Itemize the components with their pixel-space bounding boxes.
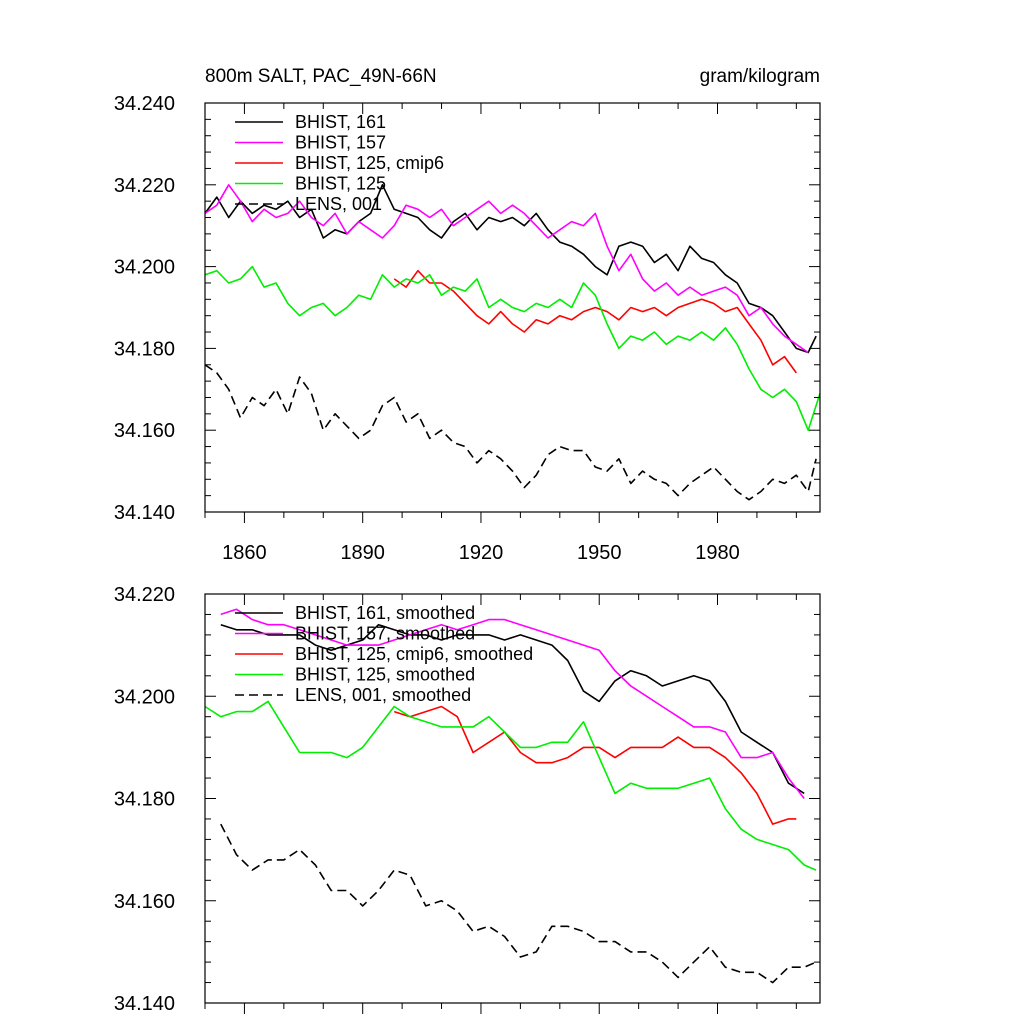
legend-label: BHIST, 125, smoothed: [295, 665, 475, 685]
series-line-top-4: [204, 364, 817, 501]
y-tick-label: 34.240: [114, 93, 175, 115]
x-tick-label: 1920: [459, 542, 504, 564]
y-tick-label: 34.180: [114, 789, 175, 811]
chart-units: gram/kilogram: [700, 66, 820, 87]
series-line-top-2: [393, 269, 797, 374]
y-tick-label: 34.220: [114, 175, 175, 197]
legend-label: BHIST, 125, cmip6: [295, 153, 444, 173]
series-line-top-3: [204, 265, 821, 432]
x-tick-label: 1980: [695, 542, 740, 564]
legend-label: BHIST, 157, smoothed: [295, 624, 475, 644]
chart-title: 800m SALT, PAC_49N-66N: [205, 66, 437, 87]
top-panel: 34.140 34.160 34.180 34.200 34.220 34.240 1860…: [114, 93, 821, 564]
y-tick-label: 34.160: [114, 891, 175, 913]
y-tick-label: 34.180: [114, 338, 175, 360]
series-line-bottom-4: [220, 823, 817, 984]
legend-label: LENS, 001, smoothed: [295, 685, 471, 705]
plot-frame: [204, 102, 821, 513]
legend-label: BHIST, 161: [295, 112, 386, 132]
y-tick-label: 34.160: [114, 420, 175, 442]
series-line-bottom-1: [220, 608, 805, 799]
y-tick-label: 34.200: [114, 686, 175, 708]
series-line-bottom-3: [204, 700, 817, 871]
legend-label: BHIST, 157: [295, 133, 386, 153]
series-line-bottom-0: [220, 623, 805, 795]
series-line-top-1: [204, 184, 809, 354]
legend-label: LENS, 001: [295, 194, 382, 214]
series-line-bottom-2: [393, 705, 797, 825]
x-tick-label: 1890: [340, 542, 385, 564]
legend-label: BHIST, 125: [295, 174, 386, 194]
x-tick-label: 1860: [222, 542, 267, 564]
bottom-panel: 34.140 34.160 34.180 34.200 34.220 BHIST, 161…: [114, 584, 821, 1015]
y-tick-label: 34.140: [114, 502, 175, 524]
y-tick-label: 34.220: [114, 584, 175, 606]
y-tick-label: 34.140: [114, 993, 175, 1015]
x-tick-label: 1950: [577, 542, 622, 564]
y-tick-label: 34.200: [114, 257, 175, 279]
legend-label: BHIST, 125, cmip6, smoothed: [295, 644, 533, 664]
legend-label: BHIST, 161, smoothed: [295, 603, 475, 623]
